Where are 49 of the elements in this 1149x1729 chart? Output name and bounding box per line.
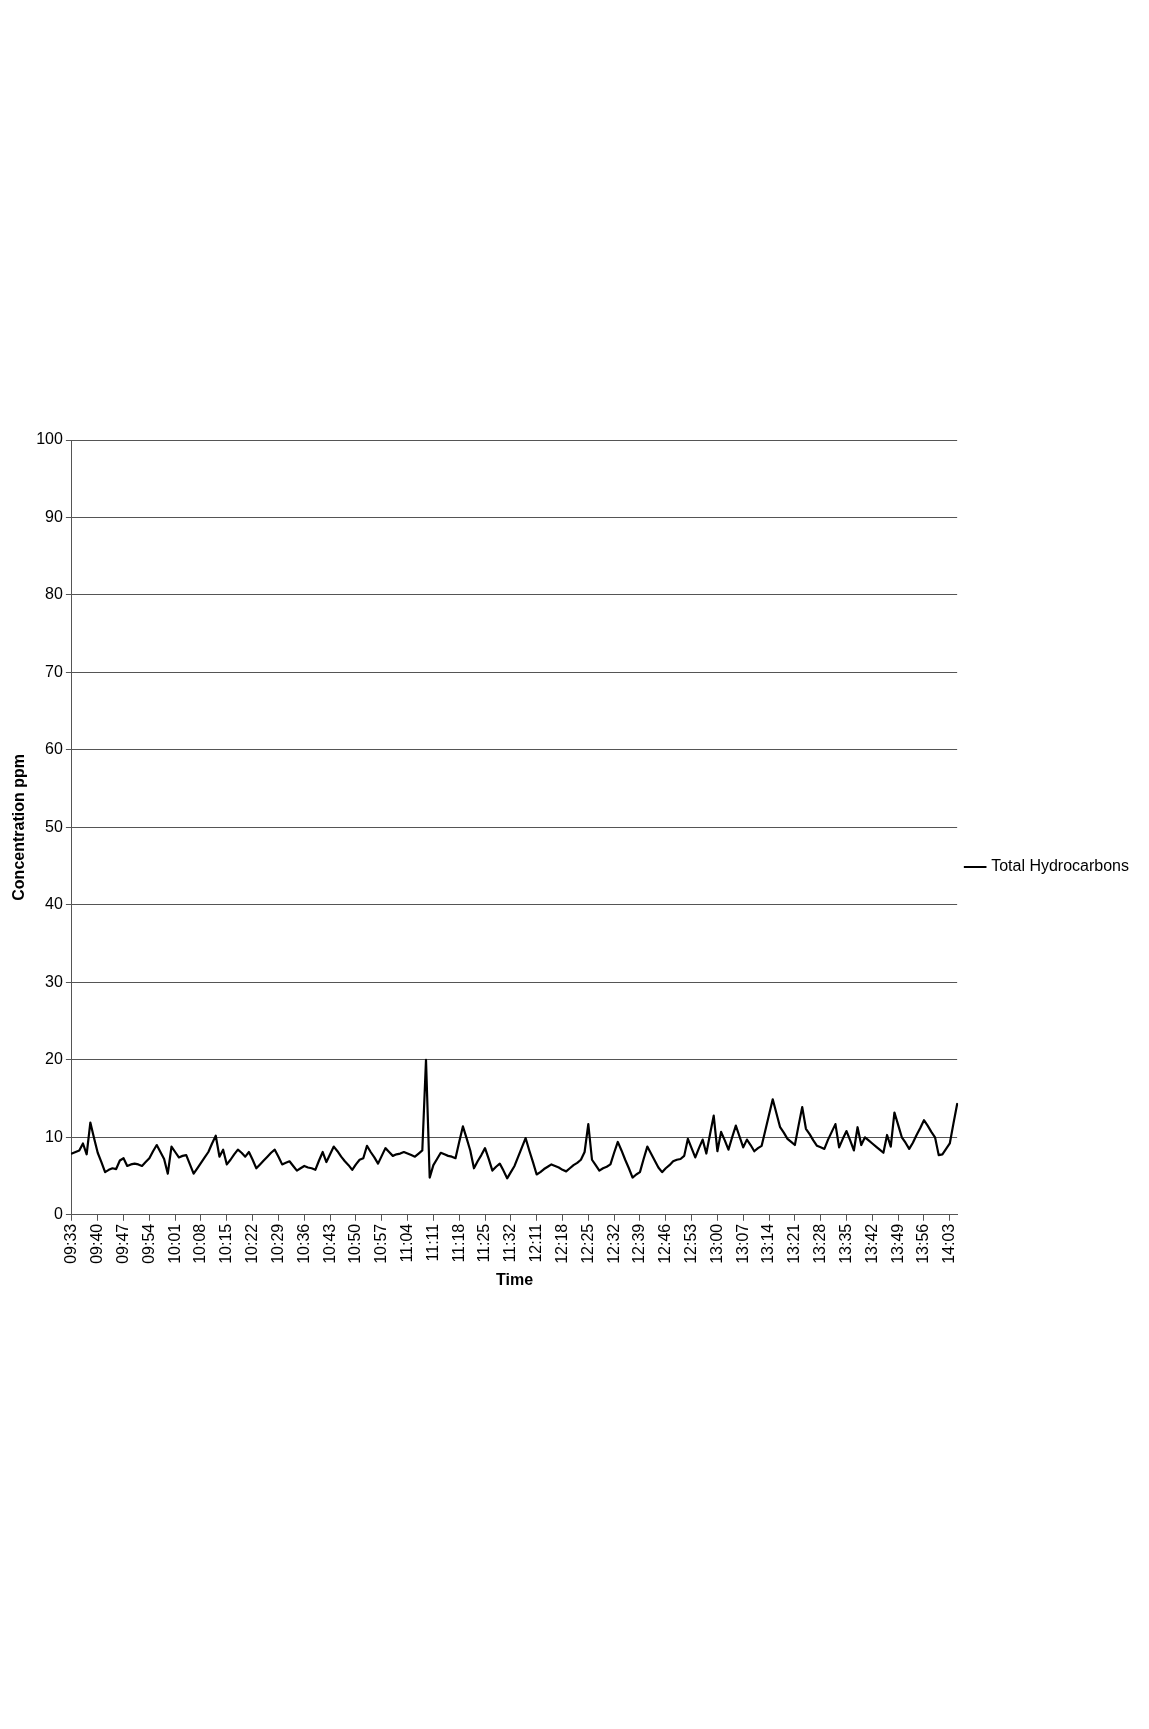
x-tick-label: 10:15 — [217, 1223, 235, 1264]
x-tick-label: 09:33 — [62, 1223, 80, 1264]
x-tick-label: 11:04 — [397, 1223, 415, 1263]
x-tick-label: 11:32 — [501, 1223, 519, 1263]
x-tick-label: 13:42 — [862, 1223, 880, 1264]
x-tick-label: 09:40 — [88, 1223, 106, 1264]
y-tick-label: 50 — [45, 817, 63, 835]
x-tick-label: 12:11 — [527, 1223, 545, 1263]
y-tick-label: 0 — [53, 1205, 63, 1223]
x-tick-label: 13:56 — [914, 1223, 932, 1264]
y-axis-title: Concentration ppm — [10, 754, 28, 901]
y-tick-label: 40 — [45, 895, 63, 913]
x-tick-label: 13:07 — [733, 1223, 751, 1264]
y-tick-label: 90 — [45, 507, 63, 525]
x-tick-label: 13:14 — [759, 1223, 777, 1264]
x-tick-label: 13:00 — [707, 1223, 725, 1264]
x-tick-label: 10:01 — [165, 1223, 183, 1264]
x-tick-label: 13:49 — [888, 1223, 906, 1264]
y-tick-label: 100 — [36, 430, 63, 448]
x-tick-label: 10:57 — [372, 1223, 390, 1264]
y-tick-label: 10 — [45, 1127, 63, 1145]
x-tick-label: 13:35 — [836, 1223, 854, 1264]
y-tick-label: 60 — [45, 740, 63, 758]
x-tick-label: 13:21 — [785, 1223, 803, 1264]
x-tick-label: 13:28 — [811, 1223, 829, 1264]
x-tick-label: 11:18 — [449, 1223, 467, 1263]
x-tick-label: 10:29 — [268, 1223, 286, 1264]
x-tick-label: 09:54 — [139, 1223, 157, 1264]
x-tick-label: 09:47 — [113, 1223, 131, 1264]
x-tick-label: 10:22 — [243, 1223, 261, 1264]
x-tick-label: 12:53 — [681, 1223, 699, 1264]
x-tick-label: 12:39 — [630, 1223, 648, 1264]
x-tick-label: 12:25 — [578, 1223, 596, 1264]
y-tick-label: 20 — [45, 1050, 63, 1068]
x-tick-label: 14:03 — [940, 1223, 958, 1264]
x-tick-label: 11:25 — [475, 1223, 493, 1263]
legend-label: Total Hydrocarbons — [991, 857, 1129, 875]
x-tick-label: 12:46 — [656, 1223, 674, 1264]
x-tick-label: 12:18 — [552, 1223, 570, 1264]
x-tick-label: 10:50 — [346, 1223, 364, 1264]
x-tick-label: 10:08 — [191, 1223, 209, 1264]
y-tick-label: 30 — [45, 972, 63, 990]
y-tick-label: 70 — [45, 662, 63, 680]
x-tick-label: 10:43 — [320, 1223, 338, 1264]
x-tick-label: 12:32 — [604, 1223, 622, 1264]
x-tick-label: 11:11 — [423, 1223, 441, 1262]
x-axis-title: Time — [495, 1270, 534, 1288]
x-tick-label: 10:36 — [294, 1223, 312, 1264]
y-tick-label: 80 — [45, 585, 63, 603]
